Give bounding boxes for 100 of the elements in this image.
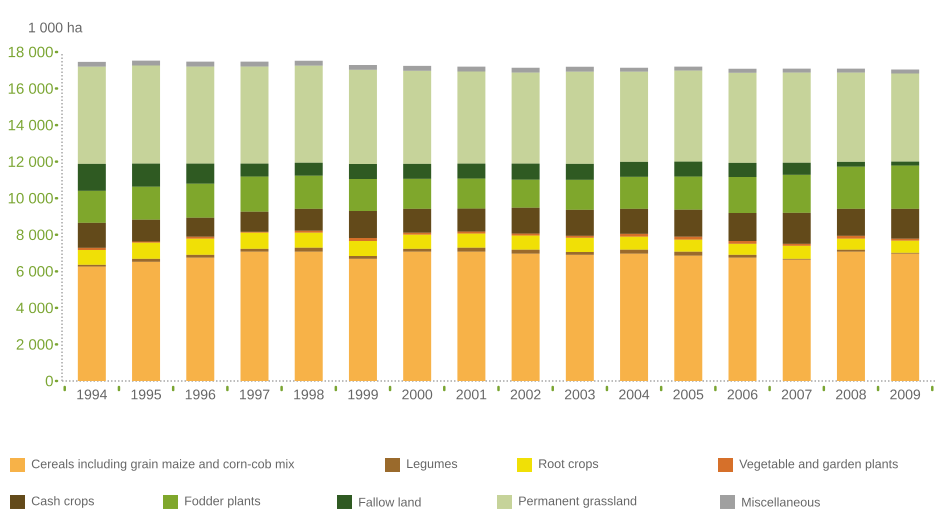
x-tick-label: 1995	[132, 390, 162, 400]
bar	[240, 66, 268, 164]
y-tick-label: 10 000	[8, 192, 53, 204]
bar	[348, 179, 377, 212]
bar	[512, 254, 540, 381]
bar	[457, 252, 486, 381]
bar	[240, 176, 268, 212]
bar	[132, 242, 160, 259]
x-tick-label: 2009	[890, 390, 920, 400]
legend-label: Permanent grassland	[519, 496, 636, 508]
bar	[294, 176, 323, 209]
bar	[566, 238, 594, 252]
bar	[836, 236, 865, 239]
bar	[78, 190, 106, 223]
bar	[674, 162, 702, 177]
bar	[78, 250, 106, 265]
bar	[186, 164, 214, 184]
legend-label: Cash crops	[32, 496, 94, 508]
bar	[294, 162, 323, 176]
y-tick-label: 14 000	[8, 120, 53, 130]
bar	[891, 70, 920, 74]
bar	[403, 208, 432, 233]
bar	[240, 232, 268, 249]
bar	[348, 211, 377, 238]
bar	[294, 66, 323, 163]
bar	[457, 72, 486, 164]
bar	[620, 162, 648, 177]
bar	[457, 66, 486, 72]
bar	[728, 240, 757, 244]
bar	[891, 166, 920, 209]
bar	[836, 68, 865, 73]
bar	[294, 60, 323, 66]
bar	[891, 162, 920, 166]
legend-label: Fallow land	[359, 497, 421, 507]
bar	[782, 174, 811, 213]
legend-label: Miscellaneous	[742, 497, 820, 507]
bar	[836, 162, 865, 167]
bar	[620, 254, 648, 381]
bar	[620, 68, 648, 72]
bar	[891, 240, 920, 253]
x-tick-label: 1998	[294, 390, 324, 400]
x-tick-label: 1996	[186, 390, 216, 400]
legend-label: Legumes	[407, 459, 458, 471]
bar	[566, 254, 594, 381]
bar	[566, 72, 594, 164]
bar	[294, 232, 323, 248]
bar	[782, 260, 811, 381]
x-tick-label: 2003	[564, 390, 595, 400]
bar	[512, 236, 540, 250]
bar	[186, 218, 214, 237]
bar	[78, 62, 106, 67]
bar	[620, 236, 648, 250]
bar	[891, 74, 920, 162]
x-tick-label: 2007	[782, 390, 812, 400]
legend-label: Fodder plants	[185, 496, 260, 508]
bar	[132, 66, 160, 164]
bar	[132, 60, 160, 66]
x-tick-label: 2008	[836, 390, 866, 400]
bar	[186, 184, 214, 218]
y-tick-label: 12 000	[8, 156, 53, 167]
bar	[891, 208, 920, 239]
bar	[512, 68, 540, 73]
legend-label: Vegetable and garden plants	[739, 459, 898, 471]
bar	[782, 212, 811, 244]
bar	[240, 164, 268, 177]
x-tick-label: 1994	[77, 390, 107, 400]
bar	[566, 180, 594, 210]
bar	[348, 240, 377, 256]
bar	[348, 258, 377, 381]
x-tick-label: 2002	[510, 390, 540, 400]
bar	[620, 208, 648, 234]
bar	[674, 256, 702, 381]
bar	[403, 70, 432, 164]
bar	[78, 222, 106, 248]
bar	[294, 252, 323, 381]
bar	[836, 72, 865, 162]
bar	[728, 162, 757, 178]
y-tick-label: 8 000	[16, 229, 53, 240]
y-tick-label: 18 000	[8, 46, 53, 58]
bar	[512, 250, 540, 254]
bar	[674, 176, 702, 210]
bar	[674, 210, 702, 237]
bar	[348, 164, 377, 180]
bar	[240, 212, 268, 232]
bar	[132, 220, 160, 242]
x-tick-label: 2006	[728, 390, 758, 400]
bar	[836, 252, 865, 381]
bar	[728, 72, 757, 163]
bar	[782, 72, 811, 163]
bar	[457, 208, 486, 232]
bar	[674, 70, 702, 162]
bar	[836, 208, 865, 236]
bar	[782, 246, 811, 259]
bar	[186, 66, 214, 164]
bar	[566, 210, 594, 236]
bar	[186, 258, 214, 381]
bar	[457, 178, 486, 209]
bar	[348, 238, 377, 241]
bar	[728, 213, 757, 241]
x-tick-label: 1997	[240, 390, 270, 400]
